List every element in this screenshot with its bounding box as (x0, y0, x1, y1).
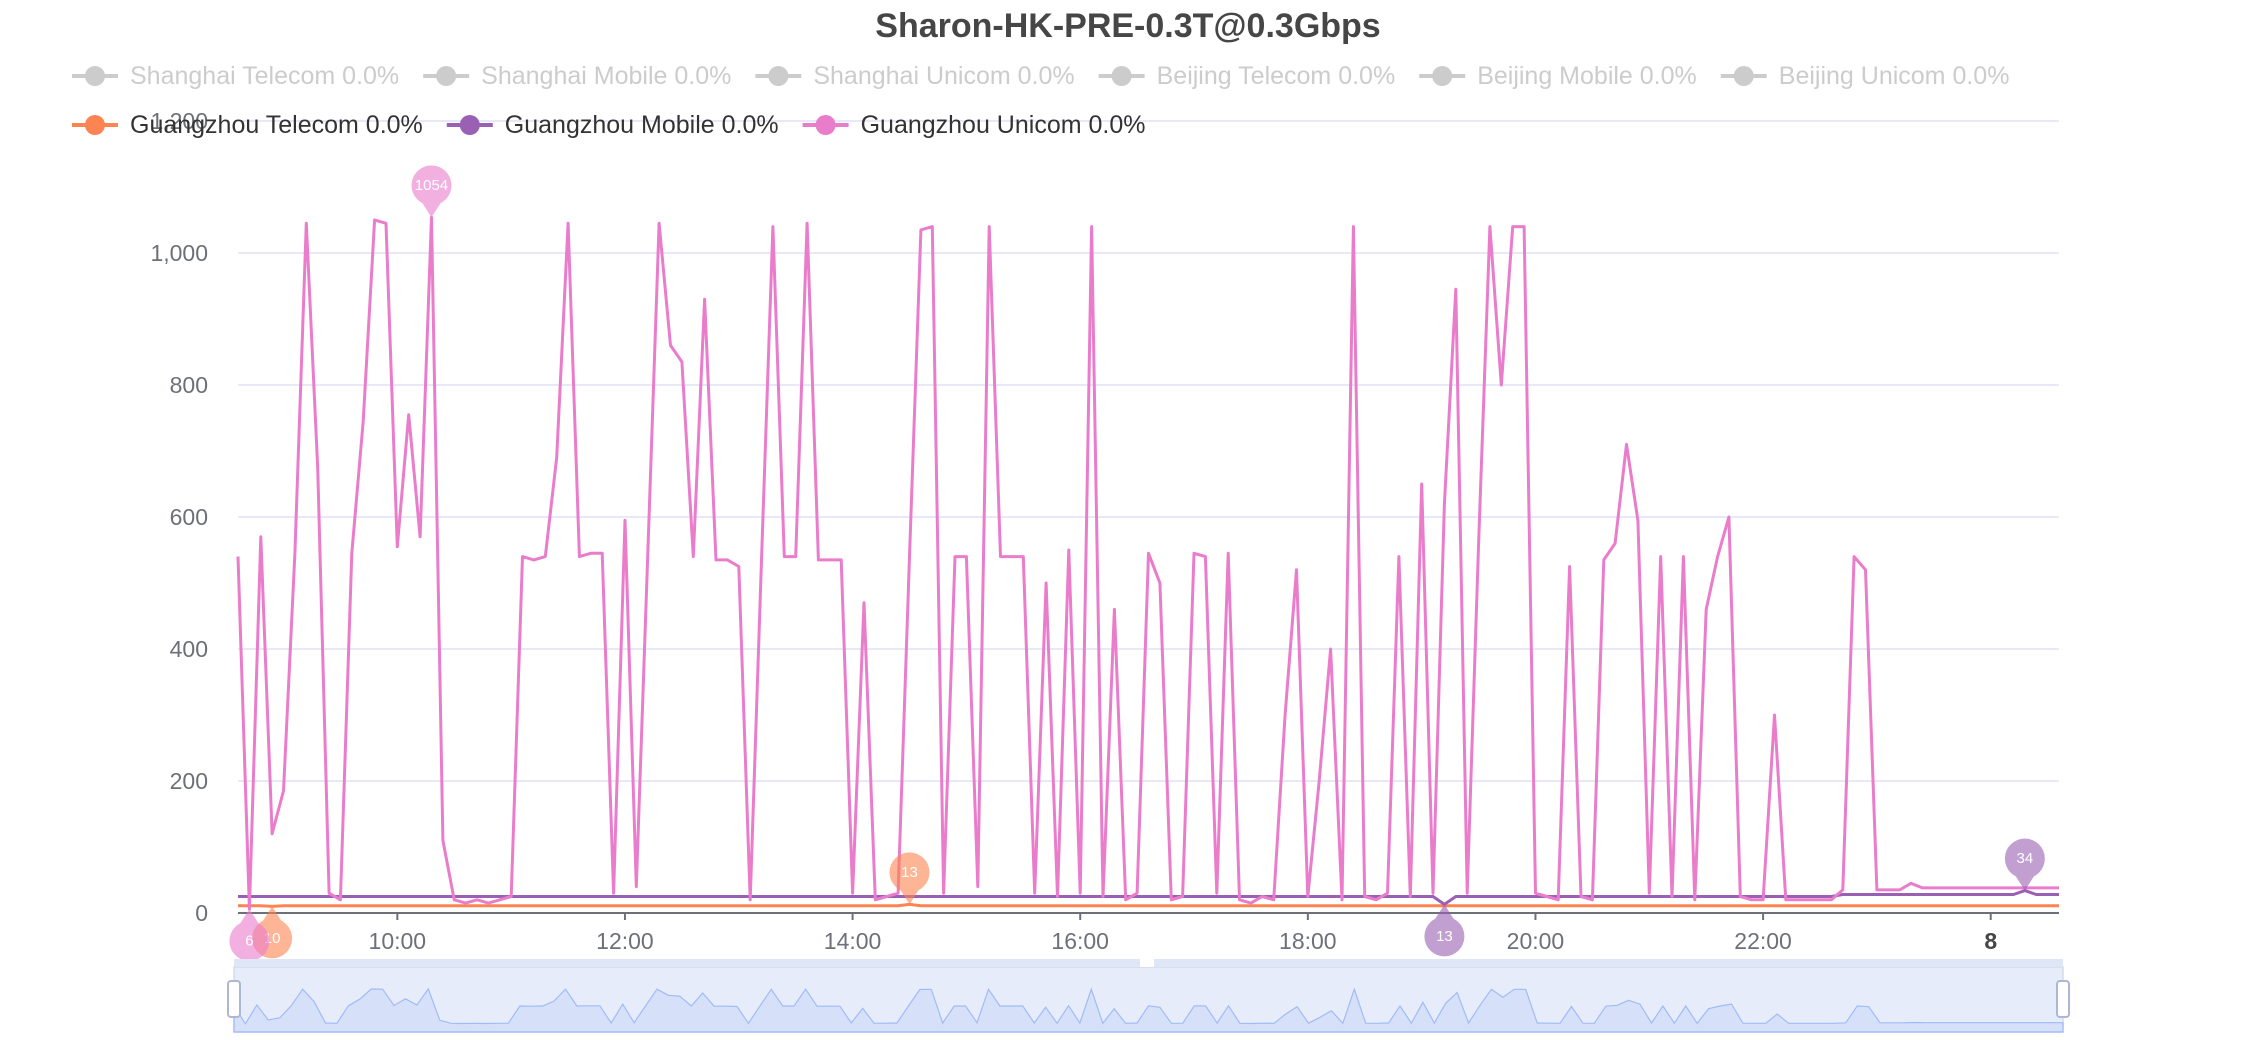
y-tick-label: 400 (170, 636, 208, 662)
x-tick-label: 20:00 (1507, 928, 1565, 954)
series-line (238, 889, 2059, 906)
y-tick-label: 0 (195, 900, 208, 926)
mark-pin-label: 13 (901, 864, 918, 881)
legend-icon-dot (1111, 66, 1132, 86)
x-tick-label: 14:00 (824, 928, 882, 954)
zoom-handle[interactable] (2056, 980, 2070, 1018)
zoom-preview (233, 987, 2064, 1033)
legend-icon-dot (459, 115, 480, 135)
legend-label: Guangzhou Telecom 0.0% (130, 111, 423, 139)
legend-icon-dot (768, 66, 789, 86)
legend-label: Shanghai Unicom 0.0% (813, 62, 1074, 90)
y-tick-label: 800 (170, 372, 208, 398)
legend-icon-dot (436, 66, 457, 86)
series-line (238, 902, 2059, 908)
mark-pin (411, 165, 452, 218)
legend-label: Guangzhou Unicom 0.0% (861, 111, 1146, 139)
legend-icon-dot (85, 66, 105, 86)
mark-pin (889, 852, 930, 905)
mark-pin-label: 6 (245, 933, 253, 950)
legend-icon-dot (1432, 66, 1453, 86)
zoom-drag[interactable] (1140, 959, 1154, 967)
chart-title: Sharon-HK-PRE-0.3T@0.3Gbps (875, 7, 1380, 45)
mark-pin-label: 34 (2017, 850, 2034, 867)
legend-label: Beijing Mobile 0.0% (1477, 62, 1697, 90)
mark-pin-bubble (889, 852, 930, 893)
x-tick-label: 22:00 (1734, 928, 1792, 954)
mark-pin-bubble (411, 165, 452, 206)
y-tick-label: 1,200 (150, 108, 208, 134)
x-tick-label: 12:00 (596, 928, 654, 954)
mark-pin-label: 1054 (415, 177, 448, 194)
legend-label: Beijing Telecom 0.0% (1157, 62, 1396, 90)
legend-label: Guangzhou Mobile 0.0% (505, 111, 779, 139)
x-tick-label: 10:00 (369, 928, 427, 954)
legend-icon-dot (85, 115, 105, 135)
legend-label: Shanghai Mobile 0.0% (481, 62, 731, 90)
legend-icon-dot (1733, 66, 1754, 86)
series-line (236, 215, 2059, 911)
x-tick-label: 8 (1984, 928, 1997, 954)
mark-pin-bubble (1424, 916, 1465, 957)
mark-pin (2004, 838, 2045, 891)
mark-pin (229, 909, 270, 962)
legend-label: Shanghai Telecom 0.0% (130, 62, 399, 90)
y-tick-label: 200 (170, 768, 208, 794)
mark-pin-bubble (2004, 838, 2045, 879)
legend-icon-dot (815, 115, 836, 135)
zoom-handle[interactable] (227, 980, 241, 1018)
mark-pin (1424, 904, 1465, 957)
y-tick-label: 1,000 (150, 240, 208, 266)
mark-pin-bubble (229, 921, 270, 962)
x-tick-label: 18:00 (1279, 928, 1337, 954)
mark-pin-label: 13 (1436, 928, 1453, 945)
x-tick-label: 16:00 (1051, 928, 1109, 954)
legend-label: Beijing Unicom 0.0% (1779, 62, 2010, 90)
y-tick-label: 600 (170, 504, 208, 530)
